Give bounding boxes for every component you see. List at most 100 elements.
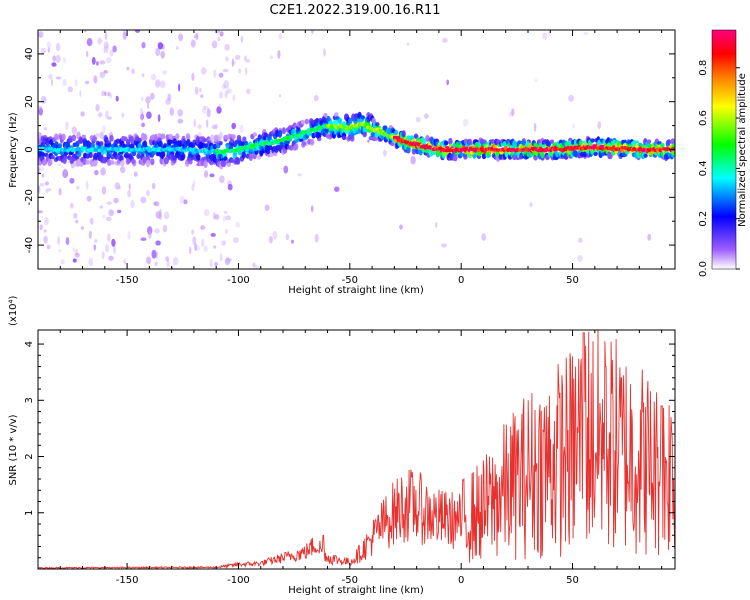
snr-panel: -150 -100 -50 0 50 1 2 3 4 Height of straight l…	[8, 295, 676, 596]
spectrogram-ridge-cell	[256, 154, 262, 160]
spectrogram-noise-cell	[193, 118, 196, 128]
spectrogram-ridge-cell	[226, 162, 231, 167]
spectrogram-noise-cell	[224, 258, 230, 266]
spectrogram-noise-cell	[313, 94, 319, 102]
spectrogram-noise-cell	[278, 33, 282, 40]
spectrogram-noise-cell	[39, 224, 43, 231]
spectrogram-ridge-cell	[673, 151, 675, 157]
spectrogram-noise-cell	[177, 118, 184, 124]
spectrogram-noise-cell	[572, 123, 575, 129]
spectrogram-ridge-cell	[235, 157, 241, 165]
spectrogram-noise-cell	[38, 166, 41, 175]
spectrogram-noise-cell	[269, 236, 273, 244]
spectrogram-noise-cell	[113, 197, 119, 204]
spectrogram-ridge-cell	[136, 153, 141, 159]
spectrogram-noise-cell	[75, 219, 79, 224]
spectrogram-noise-cell	[163, 211, 170, 220]
spectrogram-noise-cell	[123, 258, 127, 265]
spectrogram-noise-cell	[41, 95, 47, 104]
spectrogram-noise-cell	[100, 167, 106, 176]
spectrogram-ridge-cell	[81, 134, 87, 139]
spectrogram-noise-cell	[101, 186, 107, 195]
spectrogram-noise-cell	[195, 245, 201, 251]
colorbar-ticks: 0.0 0.2 0.4 0.6 0.8	[698, 60, 740, 277]
snr-y-scale-label: (x10⁴)	[8, 295, 19, 326]
spectrogram-noise-cell	[277, 50, 281, 59]
spectrogram-noise-cell	[231, 58, 234, 68]
spectrogram-noise-cell	[252, 262, 256, 268]
spectrogram-ridge-cell	[110, 160, 115, 165]
spectrogram-ridge-cell	[309, 138, 315, 146]
spectrogram-noise-cell	[99, 71, 106, 79]
spectrogram-noise-cell	[141, 122, 146, 128]
spectrogram-noise-cell	[244, 55, 247, 62]
spectrogram-noise-cell	[55, 54, 61, 64]
spectrogram-noise-cell	[86, 195, 92, 202]
colorbar-tick-label: 0.0	[698, 261, 709, 277]
spectrogram-noise-cell	[597, 121, 602, 129]
spectrogram-noise-cell	[206, 119, 209, 128]
spectrogram-ridge-cell	[42, 158, 47, 167]
spectrogram-noise-cell	[160, 50, 165, 59]
spectrogram-noise-cell	[117, 209, 122, 214]
spectrogram-noise-cell	[105, 244, 109, 253]
colorbar-gradient	[711, 29, 737, 270]
spectrogram-ridge-cell	[248, 153, 253, 161]
spectrogram-noise-cell	[84, 80, 90, 85]
spectrogram-ridge-cell	[401, 130, 406, 138]
spectrogram-noise-cell	[183, 199, 188, 205]
spectrogram-noise-cell	[38, 210, 42, 214]
spectrogram-ridge-cell	[573, 149, 578, 157]
spectrogram-ridge-cell	[231, 134, 236, 140]
spectrogram-noise-cell	[211, 40, 218, 49]
spectrogram-ridge-cell	[86, 141, 92, 147]
spectrogram-noise-cell	[38, 107, 43, 116]
spectrogram-noise-cell	[134, 30, 141, 33]
spectrogram-noise-cell	[246, 88, 251, 95]
spectrogram-ridge-cell	[99, 141, 104, 147]
spectrogram-noise-cell	[41, 173, 45, 178]
spectrogram-noise-cell	[169, 107, 175, 116]
spectrogram-ridge-cell	[393, 130, 399, 135]
spectrogram-noise-cell	[201, 238, 205, 248]
spectrogram-ridge-cell	[593, 151, 598, 156]
spectrogram-ridge-cell	[160, 151, 165, 160]
y-tick-label: 0	[24, 146, 35, 152]
spectrogram-ridge-cell	[120, 160, 125, 167]
spectrogram-ridge-cell	[341, 135, 347, 140]
spectrogram-ridge-cell	[660, 143, 665, 148]
spectrogram-noise-cell	[75, 79, 78, 87]
y-tick-label: 4	[24, 341, 35, 347]
spectrogram-ridge-cell	[230, 158, 235, 164]
y-tick-label: 2	[24, 453, 35, 459]
spectrogram-noise-cell	[278, 94, 282, 98]
spectrogram-noise-cell	[203, 105, 210, 111]
spectrogram-y-axis-label: Frequency (Hz)	[8, 112, 19, 188]
spectrogram-ridge-cell	[71, 134, 77, 142]
spectrogram-ridge-cell	[387, 128, 392, 135]
spectrogram-ridge-cell	[421, 138, 427, 146]
spectrogram-noise-cell	[200, 94, 204, 98]
spectrogram-noise-cell	[214, 261, 218, 267]
spectrogram-noise-cell	[44, 217, 49, 226]
spectrogram-noise-cell	[214, 214, 220, 220]
spectrogram-noise-cell	[62, 57, 66, 64]
spectrogram-noise-cell	[155, 240, 161, 246]
spectrogram-noise-cell	[48, 73, 53, 80]
spectrogram-noise-cell	[244, 67, 248, 76]
spectrogram-noise-cell	[126, 66, 130, 71]
spectrogram-noise-cell	[216, 106, 222, 114]
spectrogram-ridge-cell	[315, 131, 320, 139]
spectrogram-ridge-cell	[360, 115, 365, 120]
spectrogram-noise-cell	[56, 43, 61, 52]
spectrogram-noise-cell	[58, 249, 62, 253]
spectrogram-noise-cell	[481, 233, 487, 241]
spectrogram-ridge-cell	[158, 140, 163, 149]
spectrogram-noise-cell	[72, 247, 76, 253]
spectrogram-ridge-cell	[350, 134, 355, 142]
spectrogram-ridge-cell	[54, 135, 60, 141]
spectrogram-ridge-cell	[178, 140, 183, 148]
spectrogram-ridge-cell	[109, 135, 114, 142]
spectrogram-ridge-cell	[252, 132, 258, 137]
spectrogram-noise-cell	[253, 264, 260, 269]
